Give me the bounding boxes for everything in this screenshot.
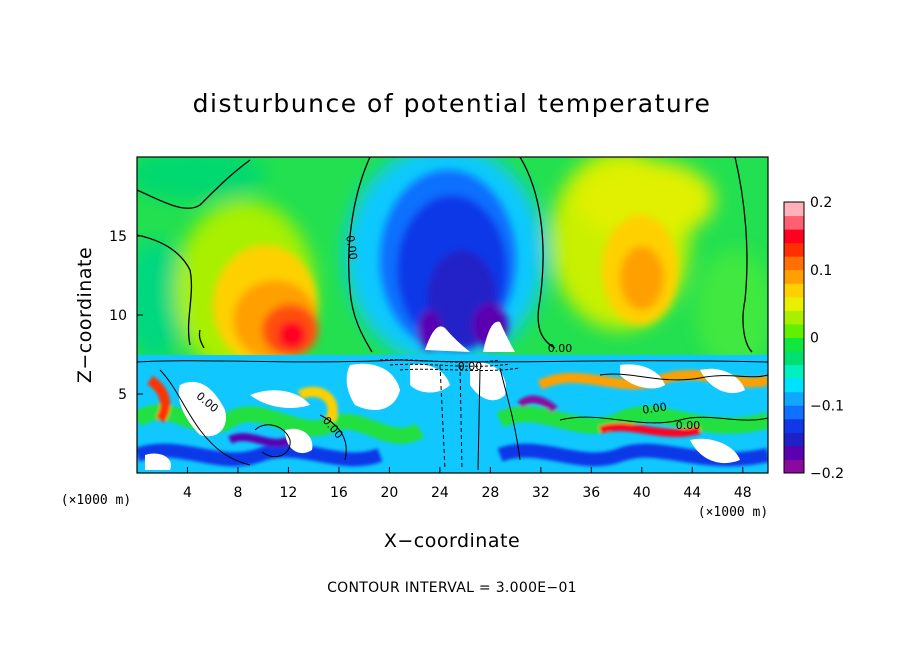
x-tick-label: 36 <box>582 485 600 501</box>
chart-title: disturbunce of potential temperature <box>193 89 712 118</box>
x-tick-label: 40 <box>633 485 651 501</box>
x-tick-label: 12 <box>280 485 298 501</box>
contour-interval-note: CONTOUR INTERVAL = 3.000E−01 <box>327 580 577 596</box>
colorbar: 0.2 0.1 0 −0.1 −0.2 <box>783 195 844 482</box>
colorbar-tick-label: 0.1 <box>810 263 832 279</box>
colorbar-tick-label: 0.2 <box>810 195 832 211</box>
colorbar-swatch <box>784 364 804 379</box>
y-axis-label: Z−coordinate <box>74 247 96 383</box>
contour-label: 0.00 <box>641 400 667 416</box>
colorbar-swatch <box>784 256 804 271</box>
colorbar-swatch <box>784 432 804 447</box>
y-tick-label: 15 <box>109 229 127 245</box>
colorbar-swatch <box>784 378 804 393</box>
x-axis-ticks: 4 8 12 16 20 24 28 32 36 40 44 48 <box>183 467 752 501</box>
colorbar-tick-label: 0 <box>810 331 819 347</box>
colorbar-swatch <box>784 418 804 433</box>
x-tick-label: 24 <box>431 485 449 501</box>
heatmap-upper-layer <box>137 157 768 355</box>
colorbar-swatch <box>784 405 804 420</box>
x-tick-label: 20 <box>380 485 398 501</box>
colorbar-swatch <box>784 445 804 460</box>
colorbar-swatch <box>784 215 804 230</box>
y-tick-label: 5 <box>118 387 127 403</box>
x-tick-label: 4 <box>183 485 192 501</box>
colorbar-swatch <box>784 391 804 406</box>
colorbar-swatch <box>784 310 804 325</box>
x-tick-label: 16 <box>330 485 348 501</box>
x-tick-label: 48 <box>734 485 752 501</box>
x-tick-label: 28 <box>481 485 499 501</box>
contour-label: 0.00 <box>458 360 483 373</box>
colorbar-frame <box>783 201 805 474</box>
heatmap-lower-layer <box>137 355 768 473</box>
colorbar-tick-label: −0.2 <box>810 466 844 482</box>
contour-label: 0.00 <box>548 342 573 355</box>
x-unit-label: (×1000 m) <box>698 505 768 520</box>
x-axis-label: X−coordinate <box>384 530 520 552</box>
colorbar-swatch <box>784 296 804 311</box>
colorbar-swatch <box>784 351 804 366</box>
colorbar-swatch <box>784 269 804 284</box>
x-tick-label: 44 <box>683 485 701 501</box>
x-tick-label: 8 <box>233 485 242 501</box>
colorbar-swatch <box>784 459 804 474</box>
contour-label: 0.00 <box>676 419 701 432</box>
colorbar-swatch <box>784 323 804 338</box>
x-tick-label: 32 <box>532 485 550 501</box>
colorbar-swatch <box>784 229 804 244</box>
y-axis-ticks: 5 10 15 <box>109 229 143 403</box>
y-unit-label: (×1000 m) <box>61 493 131 508</box>
contour-label: 0.00 <box>343 234 359 260</box>
colorbar-swatch <box>784 283 804 298</box>
colorbar-tick-label: −0.1 <box>810 398 844 414</box>
colorbar-swatch <box>784 242 804 257</box>
colorbar-swatch <box>784 202 804 217</box>
y-tick-label: 10 <box>109 308 127 324</box>
colorbar-swatch <box>784 337 804 352</box>
